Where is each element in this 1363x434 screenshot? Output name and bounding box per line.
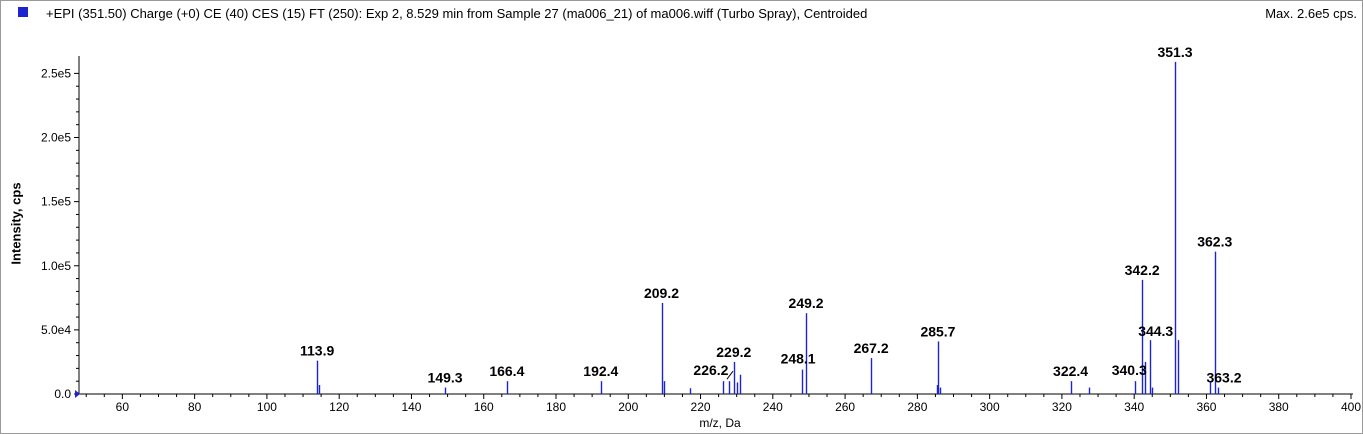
x-tick-label: 240 bbox=[763, 400, 783, 414]
peak-label: 344.3 bbox=[1138, 323, 1173, 339]
x-tick-label: 180 bbox=[546, 400, 566, 414]
peak-label: 362.3 bbox=[1197, 234, 1232, 250]
peak-label: 113.9 bbox=[300, 343, 334, 359]
chart-header: +EPI (351.50) Charge (+0) CE (40) CES (1… bbox=[0, 0, 1363, 28]
peak-label: 351.3 bbox=[1157, 44, 1192, 60]
x-axis-label: m/z, Da bbox=[699, 416, 741, 430]
x-tick-label: 280 bbox=[907, 400, 927, 414]
peak-label-leader bbox=[726, 370, 734, 380]
peak-label: 342.2 bbox=[1125, 262, 1160, 278]
x-tick-label: 400 bbox=[1341, 400, 1361, 414]
peak-label: 229.2 bbox=[716, 344, 751, 360]
peak-label: 363.2 bbox=[1206, 370, 1241, 386]
series-marker-icon bbox=[18, 7, 28, 17]
y-tick-label: 1.0e5 bbox=[41, 259, 71, 273]
y-tick-label: 2.5e5 bbox=[41, 66, 71, 80]
peak-label: 192.4 bbox=[583, 363, 618, 379]
peak-label: 267.2 bbox=[854, 340, 889, 356]
x-tick-label: 300 bbox=[980, 400, 1000, 414]
y-tick-label: 2.0e5 bbox=[41, 131, 71, 145]
peak-label: 340.3 bbox=[1112, 362, 1147, 378]
x-tick-label: 100 bbox=[257, 400, 277, 414]
x-tick-label: 60 bbox=[116, 400, 130, 414]
peak-label: 249.2 bbox=[789, 295, 824, 311]
x-tick-label: 340 bbox=[1124, 400, 1144, 414]
x-tick-label: 140 bbox=[401, 400, 421, 414]
x-tick-label: 260 bbox=[835, 400, 855, 414]
max-intensity-label: Max. 2.6e5 cps. bbox=[1265, 6, 1357, 21]
peak-label: 248.1 bbox=[781, 351, 816, 367]
chart-title: +EPI (351.50) Charge (+0) CE (40) CES (1… bbox=[46, 6, 868, 21]
peak-label: 322.4 bbox=[1053, 363, 1088, 379]
peak-label: 226.2 bbox=[693, 362, 728, 378]
peak-label: 149.3 bbox=[428, 370, 463, 386]
x-tick-label: 160 bbox=[474, 400, 494, 414]
x-tick-label: 380 bbox=[1269, 400, 1289, 414]
y-tick-label: 1.5e5 bbox=[41, 195, 71, 209]
peak-label: 209.2 bbox=[644, 285, 679, 301]
x-tick-label: 360 bbox=[1196, 400, 1216, 414]
y-tick-label: 5.0e4 bbox=[41, 323, 71, 337]
peak-label: 285.7 bbox=[920, 323, 955, 339]
x-tick-label: 320 bbox=[1052, 400, 1072, 414]
x-tick-label: 200 bbox=[618, 400, 638, 414]
peak-label: 166.4 bbox=[489, 363, 524, 379]
axis-origin-marker-icon bbox=[75, 390, 80, 398]
x-tick-label: 120 bbox=[329, 400, 349, 414]
x-tick-label: 220 bbox=[691, 400, 711, 414]
y-tick-label: 0.0 bbox=[54, 387, 71, 401]
x-tick-label: 80 bbox=[188, 400, 202, 414]
